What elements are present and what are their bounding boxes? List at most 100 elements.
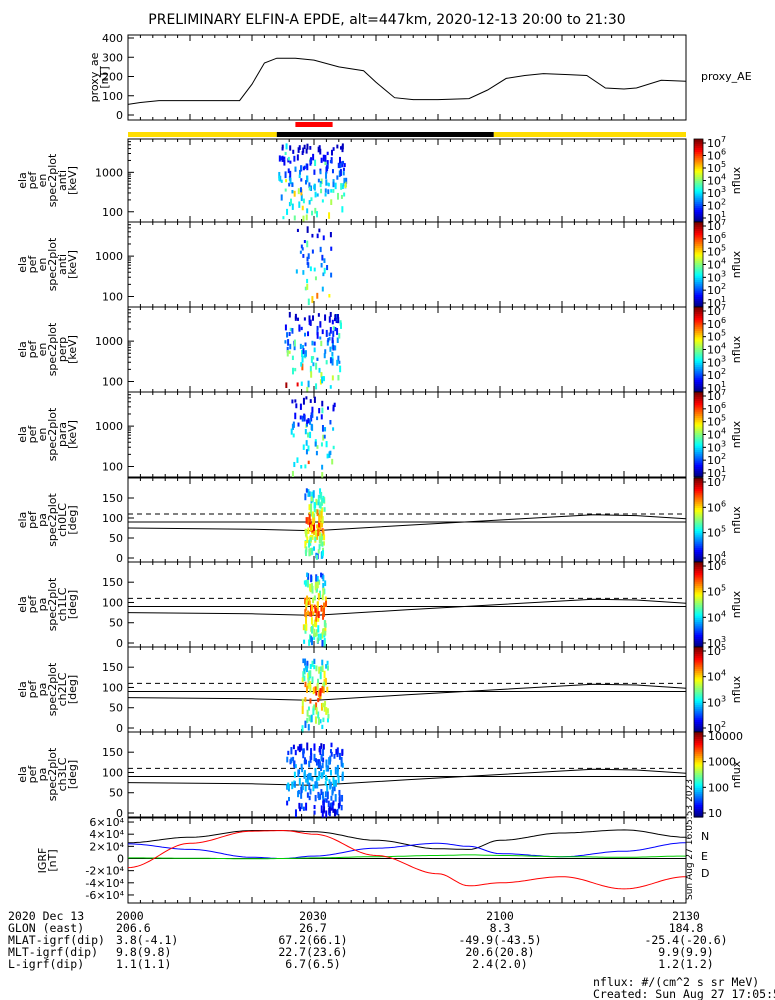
pa-panel-4-pixel <box>322 769 325 775</box>
energy-panel-2-frame <box>127 221 687 308</box>
pa-panel-4-pixel <box>323 806 326 813</box>
energy-panel-4-pixel <box>307 460 310 465</box>
pa-panel-3-pixel <box>302 671 305 678</box>
energy-panel-1-ylabel-line: anti <box>56 170 69 191</box>
igrf-ytick-label: 2×10⁴ <box>89 840 124 853</box>
energy-panel-1-pixel <box>340 183 343 190</box>
energy-panel-2-colorbar-label-exp: 4 <box>721 257 726 266</box>
pa-panel-1-pixel <box>320 511 323 518</box>
energy-panel-4-pixel <box>318 408 321 414</box>
energy-panel-1-colorbar-band <box>694 205 703 209</box>
energy-panel-3-colorbar-band <box>694 315 703 319</box>
pa-panel-2-pixel <box>308 597 311 602</box>
energy-panel-2-pixel <box>309 266 312 272</box>
pa-panel-3-colorbar-band <box>694 721 703 725</box>
energy-panel-1-pixel <box>336 192 339 200</box>
pa-panel-2-ytick-label: 0 <box>116 637 123 650</box>
pa-panel-4-ylabel-line: pef <box>26 765 39 784</box>
pa-panel-4-colorbar-band <box>694 755 703 759</box>
energy-panel-4-colorbar-band <box>694 411 703 414</box>
pa-panel-3-colorbar-label-exp: 5 <box>721 643 726 652</box>
energy-panel-4-pixel <box>332 445 335 450</box>
pa-panel-2-colorbar-label-exp: 3 <box>721 635 726 644</box>
energy-panel-3-pixel <box>307 380 310 388</box>
pa-panel-4-colorbar-band <box>694 751 703 754</box>
energy-panel-1-colorbar-band <box>694 149 703 153</box>
energy-panel-3-colorbar-label-exp: 3 <box>721 354 726 363</box>
energy-panel-1-pixel <box>278 155 281 162</box>
pa-panel-4-pixel <box>302 806 305 811</box>
pa-panel-1-pixel <box>308 504 311 511</box>
energy-panel-3-pixel <box>300 381 303 386</box>
energy-panel-4-pixel <box>290 428 293 435</box>
energy-panel-4-pixel <box>291 423 294 430</box>
energy-panel-4-pixel <box>321 424 324 432</box>
pa-panel-2-pixel <box>308 611 311 617</box>
pa-panel-4-pixel <box>297 789 300 795</box>
pa-panel-2-colorbar-band <box>694 591 703 595</box>
pa-panel-4-pixel <box>330 795 333 801</box>
energy-panel-1-pixel <box>280 179 283 183</box>
pa-panel-2-pixel <box>315 574 318 582</box>
footer-row-label: 2020 Dec 13 <box>8 909 84 923</box>
energy-panel-2-pixel <box>313 267 316 272</box>
pa-panel-3-pixel <box>321 724 324 729</box>
energy-panel-1-pixel <box>298 169 301 175</box>
energy-panel-3-pixel <box>332 326 335 330</box>
energy-panel-1-ylabel-line: [keV] <box>66 166 79 195</box>
pa-panel-4-pixel <box>318 771 321 778</box>
pa-panel-3-pixel <box>304 720 307 728</box>
energy-panel-4-pixel <box>294 399 297 403</box>
pa-panel-1-ylabel-line: ch0LC <box>56 503 69 537</box>
pa-panel-3-colorbar-band <box>694 678 703 682</box>
pa-panel-4-ylabel-line: spec2plot <box>46 747 59 801</box>
energy-panel-1-pixel <box>326 151 329 156</box>
energy-panel-4-colorbar-band <box>694 392 703 395</box>
pa-panel-2-pixel <box>322 610 325 618</box>
sunlight-bar <box>493 132 686 137</box>
pa-panel-1-pixel <box>321 533 324 540</box>
pa-panel-2-ylabel-line: ela <box>16 596 29 613</box>
footer-row-label: L-igrf(dip) <box>8 957 84 971</box>
energy-panel-4-pixel <box>305 449 308 455</box>
pa-panel-3-ylabel-line: ela <box>16 681 29 698</box>
energy-panel-1-pixel <box>339 169 342 176</box>
pa-panel-1-pixel <box>313 505 316 513</box>
pa-panel-4-pixel <box>309 755 312 763</box>
energy-panel-1-colorbar-band <box>694 219 703 223</box>
pa-panel-4-pixel <box>290 747 293 755</box>
energy-panel-2-pixel <box>314 276 317 281</box>
energy-panel-2-pixel <box>296 228 299 233</box>
energy-panel-3-ylabel-line: pef <box>26 340 39 359</box>
energy-panel-3-pixel <box>318 367 321 373</box>
energy-panel-1-pixel <box>324 193 327 197</box>
pa-panel-1-colorbar-label-exp: 4 <box>721 550 726 559</box>
pa-panel-1-pixel <box>313 546 316 551</box>
energy-panel-4-pixel <box>311 412 314 418</box>
pa-panel-3-pixel <box>309 670 312 677</box>
energy-panel-3-pixel <box>331 351 334 357</box>
energy-panel-4-pixel <box>299 403 302 410</box>
pa-panel-3-pixel <box>320 702 323 711</box>
pa-panel-3-pixel <box>327 713 330 719</box>
pa-panel-2-colorbar-band <box>694 570 703 574</box>
energy-panel-1-colorbar-band <box>694 157 703 161</box>
energy-panel-3-pixel <box>336 327 339 335</box>
pa-panel-3-pixel <box>313 686 316 692</box>
pa-panel-4-pixel <box>292 744 295 750</box>
energy-panel-1-pixel <box>291 203 294 210</box>
pa-panel-4-colorbar-band <box>694 736 703 739</box>
pa-panel-4-pixel <box>302 748 305 755</box>
pa-panel-4-pixel <box>322 744 325 750</box>
energy-panel-3-colorbar-band <box>694 343 703 346</box>
energy-panel-2-colorbar-band <box>694 270 703 274</box>
energy-panel-1-colorbar-label-exp: 2 <box>721 198 726 207</box>
pa-panel-4-colorbar-band <box>694 761 703 765</box>
pa-panel-3-pixel <box>308 670 311 675</box>
pa-panel-1-pixel <box>313 513 316 522</box>
energy-panel-2-colorbar-band <box>694 222 703 225</box>
energy-panel-2-colorbar-band <box>694 290 703 293</box>
energy-panel-3-pixel <box>329 326 332 334</box>
energy-panel-2-colorbar-label-exp: 6 <box>721 231 726 240</box>
